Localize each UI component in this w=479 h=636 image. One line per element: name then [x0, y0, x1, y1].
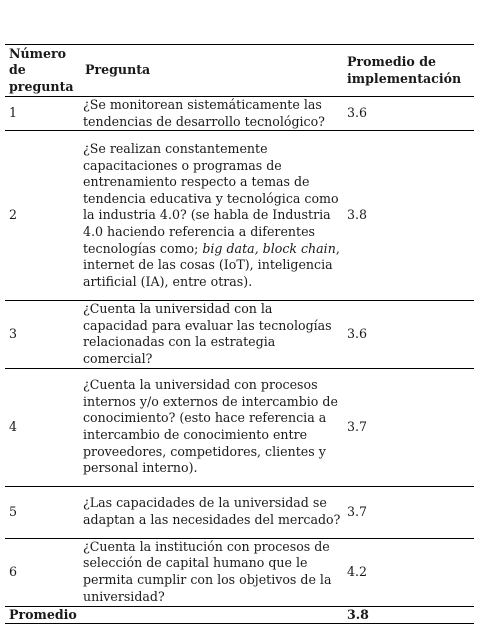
- question-number: 3: [5, 300, 81, 369]
- question-text: ¿Cuenta la universidad con procesos inte…: [81, 368, 343, 487]
- header-average: Promedio de implementación: [343, 44, 474, 97]
- implementation-average: 3.7: [343, 368, 474, 487]
- question-text-part: ¿Las capacidades de la universidad se ad…: [83, 495, 341, 528]
- table-row: 2 ¿Se realizan constantemente capacitacio…: [5, 130, 474, 302]
- question-text-part: ¿Cuenta la universidad con la capacidad …: [83, 301, 332, 366]
- implementation-average: 3.7: [343, 486, 474, 539]
- total-row: Promedio 3.8: [5, 606, 474, 624]
- total-value: 3.8: [343, 606, 474, 624]
- question-number: 5: [5, 486, 81, 539]
- total-label: Promedio: [5, 606, 81, 624]
- implementation-table: Número de pregunta Pregunta Promedio de …: [5, 44, 474, 624]
- question-text-part: ¿Se monitorean sistemáticamente las tend…: [83, 97, 325, 129]
- question-text: ¿Se realizan constantemente capacitacion…: [81, 130, 343, 302]
- question-text-part: ¿Se realizan constantemente capacitacion…: [83, 141, 339, 256]
- question-text-part: , internet de las cosas (IoT), inteligen…: [83, 240, 340, 289]
- question-text: ¿Se monitorean sistemáticamente las tend…: [81, 96, 343, 132]
- implementation-average: 3.6: [343, 96, 474, 132]
- table-body: 1 ¿Se monitorean sistemáticamente las ten…: [5, 96, 474, 624]
- implementation-average: 3.6: [343, 300, 474, 369]
- question-number: 4: [5, 368, 81, 487]
- question-text: ¿Cuenta la universidad con la capacidad …: [81, 300, 343, 369]
- question-number: 1: [5, 96, 81, 132]
- table-row: 6 ¿Cuenta la institución con procesos de …: [5, 538, 474, 607]
- question-number: 6: [5, 538, 81, 607]
- question-text: ¿Cuenta la institución con procesos de s…: [81, 538, 343, 607]
- implementation-average: 3.8: [343, 130, 474, 302]
- header-row: Número de pregunta Pregunta Promedio de …: [5, 44, 474, 97]
- table-header: Número de pregunta Pregunta Promedio de …: [5, 44, 474, 97]
- table-row: 5 ¿Las capacidades de la universidad se a…: [5, 486, 474, 539]
- header-question: Pregunta: [81, 44, 343, 97]
- total-spacer: [81, 606, 343, 624]
- question-text-italic: big data, block chain: [202, 240, 336, 256]
- table-row: 4 ¿Cuenta la universidad con procesos int…: [5, 368, 474, 487]
- table-row: 1 ¿Se monitorean sistemáticamente las ten…: [5, 96, 474, 132]
- header-number: Número de pregunta: [5, 44, 81, 97]
- question-text-part: ¿Cuenta la institución con procesos de s…: [83, 538, 332, 604]
- table-row: 3 ¿Cuenta la universidad con la capacidad…: [5, 300, 474, 369]
- question-text: ¿Las capacidades de la universidad se ad…: [81, 486, 343, 539]
- implementation-average: 4.2: [343, 538, 474, 607]
- question-number: 2: [5, 130, 81, 302]
- question-text-part: ¿Cuenta la universidad con procesos inte…: [83, 377, 338, 476]
